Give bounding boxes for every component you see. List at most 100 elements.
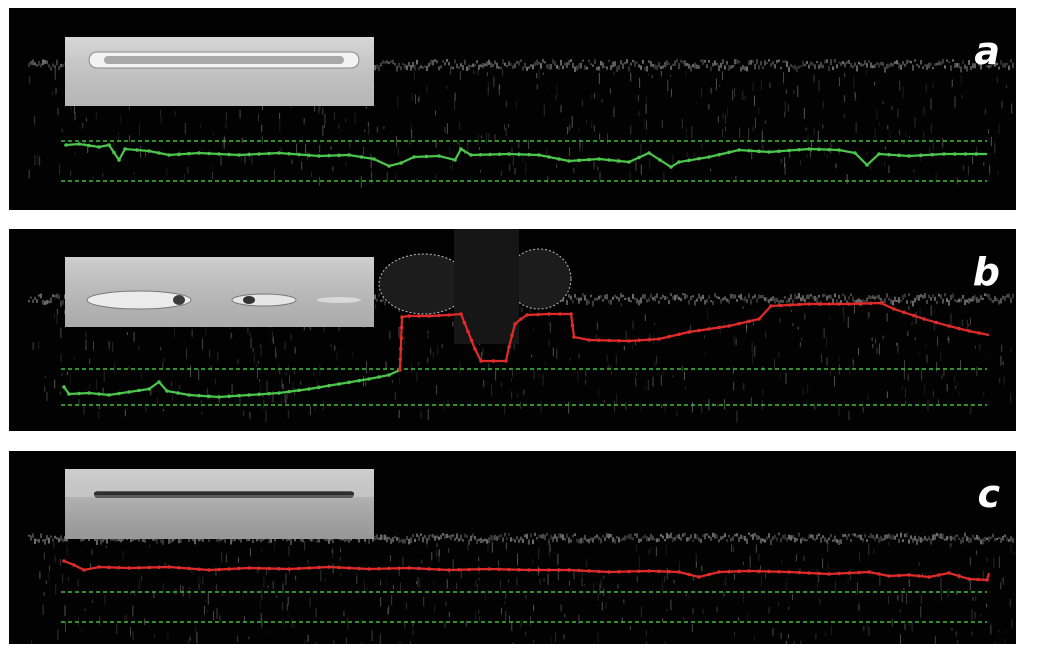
trace-marker	[952, 152, 957, 156]
trace-marker	[976, 577, 980, 582]
trace-marker	[247, 566, 251, 570]
trace-marker	[930, 152, 935, 157]
trace-marker	[868, 301, 873, 306]
trace-marker	[507, 345, 511, 349]
trace-marker	[77, 142, 81, 146]
trace-marker	[912, 313, 916, 318]
trace-marker	[536, 312, 540, 317]
trace-marker	[217, 567, 221, 572]
trace-marker	[87, 391, 91, 395]
trace-marker	[237, 153, 241, 157]
trace-marker	[513, 322, 517, 326]
trace-marker	[137, 565, 141, 570]
trace-marker	[347, 566, 351, 570]
surface-noise	[28, 532, 1015, 644]
trace-marker	[667, 569, 671, 574]
trace-marker	[865, 163, 869, 167]
trace-marker	[547, 155, 551, 159]
trace-marker	[197, 393, 201, 398]
trace-marker	[567, 568, 571, 572]
trace-marker	[767, 569, 771, 574]
trace-marker	[62, 559, 66, 563]
trace-marker	[797, 147, 801, 152]
trace-marker	[879, 301, 883, 305]
panel-c-plot	[28, 469, 1015, 644]
trace-marker	[887, 574, 891, 578]
trace-marker	[647, 569, 651, 573]
trace-marker	[837, 571, 841, 576]
trace-marker	[277, 151, 281, 155]
trace-marker	[657, 337, 661, 341]
trace-marker	[907, 154, 911, 158]
trace-marker	[547, 312, 551, 316]
trace-marker	[747, 148, 751, 153]
trace-marker	[957, 326, 961, 331]
trace-marker	[177, 152, 181, 157]
trace-marker	[267, 151, 271, 156]
trace-marker	[717, 325, 721, 330]
trace-marker	[507, 152, 511, 156]
trace-marker	[797, 302, 802, 307]
trace-marker	[347, 153, 351, 157]
trace-marker	[647, 151, 651, 155]
trace-marker	[297, 152, 301, 157]
trace-marker	[947, 324, 951, 328]
trace-marker	[87, 143, 91, 148]
trace-marker	[510, 333, 514, 338]
trace-marker	[587, 338, 591, 342]
trace-marker	[97, 145, 101, 149]
trace-marker	[587, 569, 591, 573]
trace-marker	[327, 153, 331, 158]
trace-marker	[607, 338, 611, 343]
trace-marker	[757, 149, 761, 154]
trace-marker	[892, 307, 896, 311]
trace-marker	[127, 390, 131, 394]
trace-marker	[537, 153, 541, 157]
trace-marker	[187, 566, 191, 571]
trace-marker	[707, 327, 711, 331]
trace-marker	[457, 567, 461, 572]
trace-marker	[467, 567, 471, 572]
trace-marker	[787, 148, 791, 153]
panel-c: c	[9, 451, 1016, 644]
trace-marker	[197, 151, 201, 155]
trace-marker	[788, 303, 792, 307]
plume-cloud	[378, 229, 572, 344]
trace-marker	[157, 565, 161, 570]
trace-marker	[207, 151, 211, 156]
trace-marker	[197, 567, 201, 572]
trace-marker	[257, 566, 261, 571]
trace-marker	[372, 157, 376, 161]
trace-marker	[307, 387, 311, 391]
trace-marker	[658, 158, 662, 162]
panel-b: b	[9, 229, 1016, 431]
trace-marker	[187, 151, 191, 156]
trace-marker	[217, 395, 221, 399]
trace-marker	[327, 383, 331, 388]
trace-marker	[607, 158, 611, 162]
trace-marker	[399, 347, 403, 351]
trace-marker	[627, 569, 631, 574]
panel-label-a: a	[974, 29, 1000, 73]
trace-marker	[827, 302, 831, 306]
trace-marker	[507, 567, 511, 572]
trace-marker	[607, 570, 611, 574]
trace-marker	[963, 152, 968, 156]
trace-marker	[757, 317, 761, 321]
trace-marker	[307, 566, 311, 570]
trace-marker	[157, 380, 161, 384]
trace-marker	[669, 165, 673, 169]
trace-marker	[527, 152, 531, 157]
trace-marker	[491, 359, 496, 363]
trace-marker	[567, 159, 571, 163]
trace-marker	[277, 391, 281, 395]
trace-marker	[707, 155, 711, 159]
trace-marker	[427, 314, 431, 318]
trace-marker	[847, 302, 851, 306]
trace-marker	[72, 563, 76, 567]
trace-marker	[367, 567, 371, 571]
panel-a: a	[9, 8, 1016, 210]
trace-marker	[677, 570, 681, 574]
trace-marker	[317, 565, 321, 570]
trace-marker	[817, 571, 821, 576]
